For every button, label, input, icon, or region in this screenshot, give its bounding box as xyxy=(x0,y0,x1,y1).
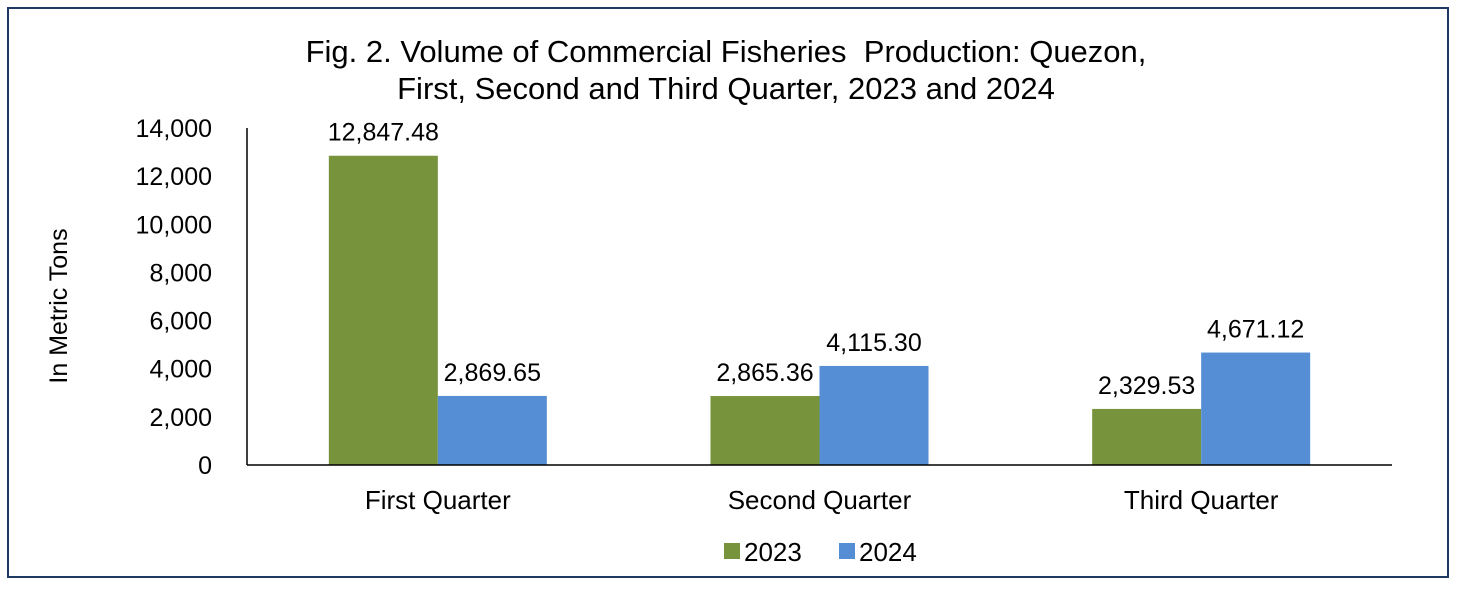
data-label-2023-2: 2,865.36 xyxy=(716,359,813,387)
data-label-2023-1: 12,847.48 xyxy=(328,119,439,147)
x-axis: First Quarter Second Quarter Third Quarter xyxy=(247,464,1392,515)
y-tick-label: 6,000 xyxy=(149,308,212,336)
y-tick-label: 8,000 xyxy=(149,259,212,287)
chart-title: Fig. 2. Volume of Commercial Fisheries P… xyxy=(0,33,1452,107)
y-tick-label: 12,000 xyxy=(136,163,212,191)
bar-2024-2 xyxy=(819,365,929,465)
y-tick-label: 4,000 xyxy=(149,356,212,384)
y-tick-label: 2,000 xyxy=(149,404,212,432)
legend-swatch-2024 xyxy=(839,543,855,559)
bar-2023-3 xyxy=(1092,408,1202,465)
chart-title-line-1: Fig. 2. Volume of Commercial Fisheries P… xyxy=(305,34,1147,69)
data-label-2023-3: 2,329.53 xyxy=(1098,372,1195,400)
x-tick-label: First Quarter xyxy=(365,485,511,515)
x-tick-label: Second Quarter xyxy=(728,485,912,515)
data-label-2024-1: 2,869.65 xyxy=(444,359,541,387)
bar-2023-1 xyxy=(328,155,438,465)
y-tick-label: 0 xyxy=(198,452,212,480)
y-axis-label: In Metric Tons xyxy=(45,228,73,383)
bars xyxy=(328,155,1311,465)
data-label-2024-2: 4,115.30 xyxy=(826,329,921,357)
data-label-2024-3: 4,671.12 xyxy=(1207,316,1304,344)
bar-2023-2 xyxy=(710,396,820,465)
y-axis: 0 2,000 4,000 6,000 8,000 10,000 12,000 14,000 xyxy=(136,115,248,480)
legend-swatch-2023 xyxy=(724,543,740,559)
bar-2024-1 xyxy=(437,395,547,465)
legend: 2023 2024 xyxy=(724,537,917,567)
bar-2024-3 xyxy=(1201,352,1311,465)
x-tick-label: Third Quarter xyxy=(1124,485,1279,515)
data-labels: 12,847.48 2,869.65 2,865.36 4,115.30 2,329.5… xyxy=(328,119,1305,400)
legend-label-2023: 2023 xyxy=(744,537,802,567)
y-tick-label: 10,000 xyxy=(136,211,212,239)
y-tick-label: 14,000 xyxy=(136,115,212,143)
legend-label-2024: 2024 xyxy=(859,537,917,567)
chart-title-line-2: First, Second and Third Quarter, 2023 an… xyxy=(397,71,1055,106)
